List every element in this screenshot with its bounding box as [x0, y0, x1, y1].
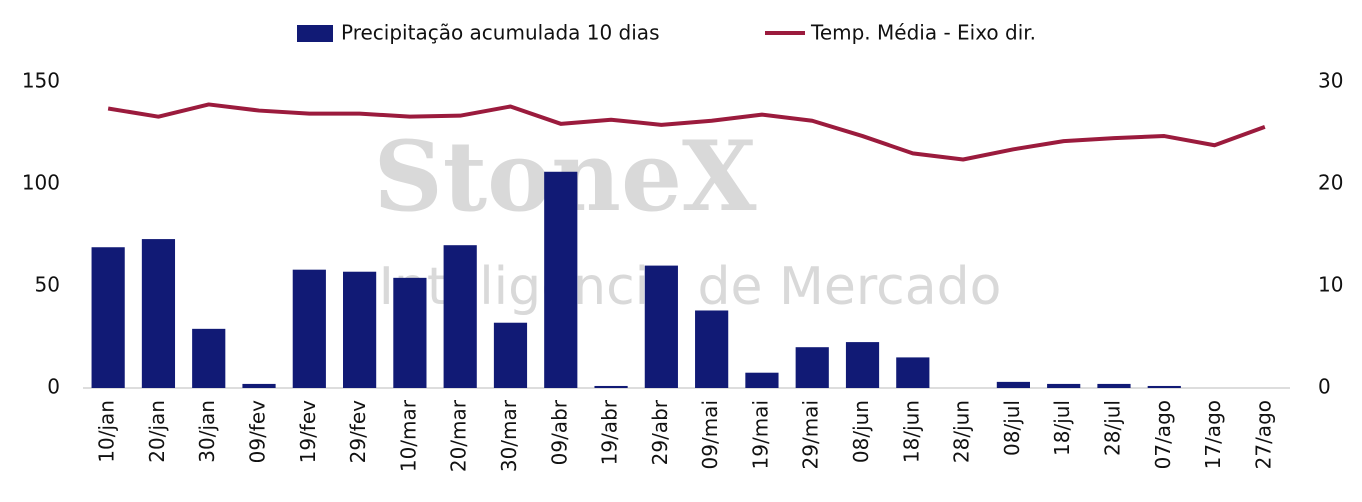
x-tick-label: 28/jun — [950, 400, 974, 463]
x-tick-label: 07/ago — [1151, 400, 1175, 469]
x-tick-label: 19/mai — [748, 400, 772, 469]
x-tick-label: 19/abr — [598, 399, 622, 465]
bar — [242, 383, 276, 388]
x-tick-label: 28/jul — [1100, 400, 1124, 456]
legend-label: Precipitação acumulada 10 dias — [341, 21, 660, 45]
bar — [1047, 383, 1081, 388]
bar — [393, 277, 427, 388]
bar — [192, 328, 226, 388]
y2-tick-label: 30 — [1318, 69, 1343, 93]
x-tick-label: 20/jan — [145, 400, 169, 463]
x-tick-label: 29/fev — [346, 400, 370, 464]
y2-tick-label: 20 — [1318, 171, 1343, 195]
x-tick-label: 29/abr — [648, 399, 672, 465]
x-tick-label: 09/abr — [547, 399, 571, 465]
y-tick-label: 150 — [22, 69, 60, 93]
y2-tick-label: 10 — [1318, 273, 1343, 297]
bar — [91, 247, 125, 388]
bar — [795, 347, 829, 388]
y-tick-label: 100 — [22, 171, 60, 195]
bar — [594, 385, 628, 388]
bar — [1147, 385, 1181, 388]
bar — [544, 171, 578, 388]
x-tick-label: 09/mai — [698, 400, 722, 469]
legend-swatch — [297, 25, 333, 42]
x-tick-label: 10/mar — [396, 399, 420, 472]
x-tick-label: 09/fev — [246, 400, 270, 464]
bar — [695, 310, 729, 388]
bar — [343, 271, 377, 388]
x-tick-label: 18/jul — [1050, 400, 1074, 456]
bar — [644, 265, 678, 388]
x-tick-label: 08/jun — [849, 400, 873, 463]
x-tick-label: 29/mai — [799, 400, 823, 469]
bar — [745, 372, 779, 388]
y-tick-label: 50 — [35, 273, 60, 297]
bar — [292, 269, 326, 388]
line — [107, 102, 1266, 162]
x-tick-label: 18/jun — [899, 400, 923, 463]
bar — [1097, 383, 1131, 388]
bar — [443, 245, 477, 388]
x-tick-label: 30/jan — [195, 400, 219, 463]
x-tick-label: 20/mar — [447, 399, 471, 472]
bar — [896, 357, 930, 388]
bar — [996, 381, 1030, 388]
x-tick-label: 30/mar — [497, 399, 521, 472]
bar — [845, 342, 880, 388]
x-tick-label: 08/jul — [1000, 400, 1024, 456]
x-tick-label: 19/fev — [296, 400, 320, 464]
x-tick-label: 27/ago — [1251, 400, 1275, 469]
bar — [493, 322, 528, 388]
watermark-subtitle: Inteligência de Mercado — [379, 257, 1002, 317]
bar — [141, 239, 176, 388]
y2-tick-label: 0 — [1318, 375, 1331, 399]
legend-label: Temp. Média - Eixo dir. — [810, 21, 1036, 45]
x-tick-label: 17/ago — [1201, 400, 1225, 469]
x-tick-label: 10/jan — [95, 400, 119, 463]
y-tick-label: 0 — [47, 375, 60, 399]
